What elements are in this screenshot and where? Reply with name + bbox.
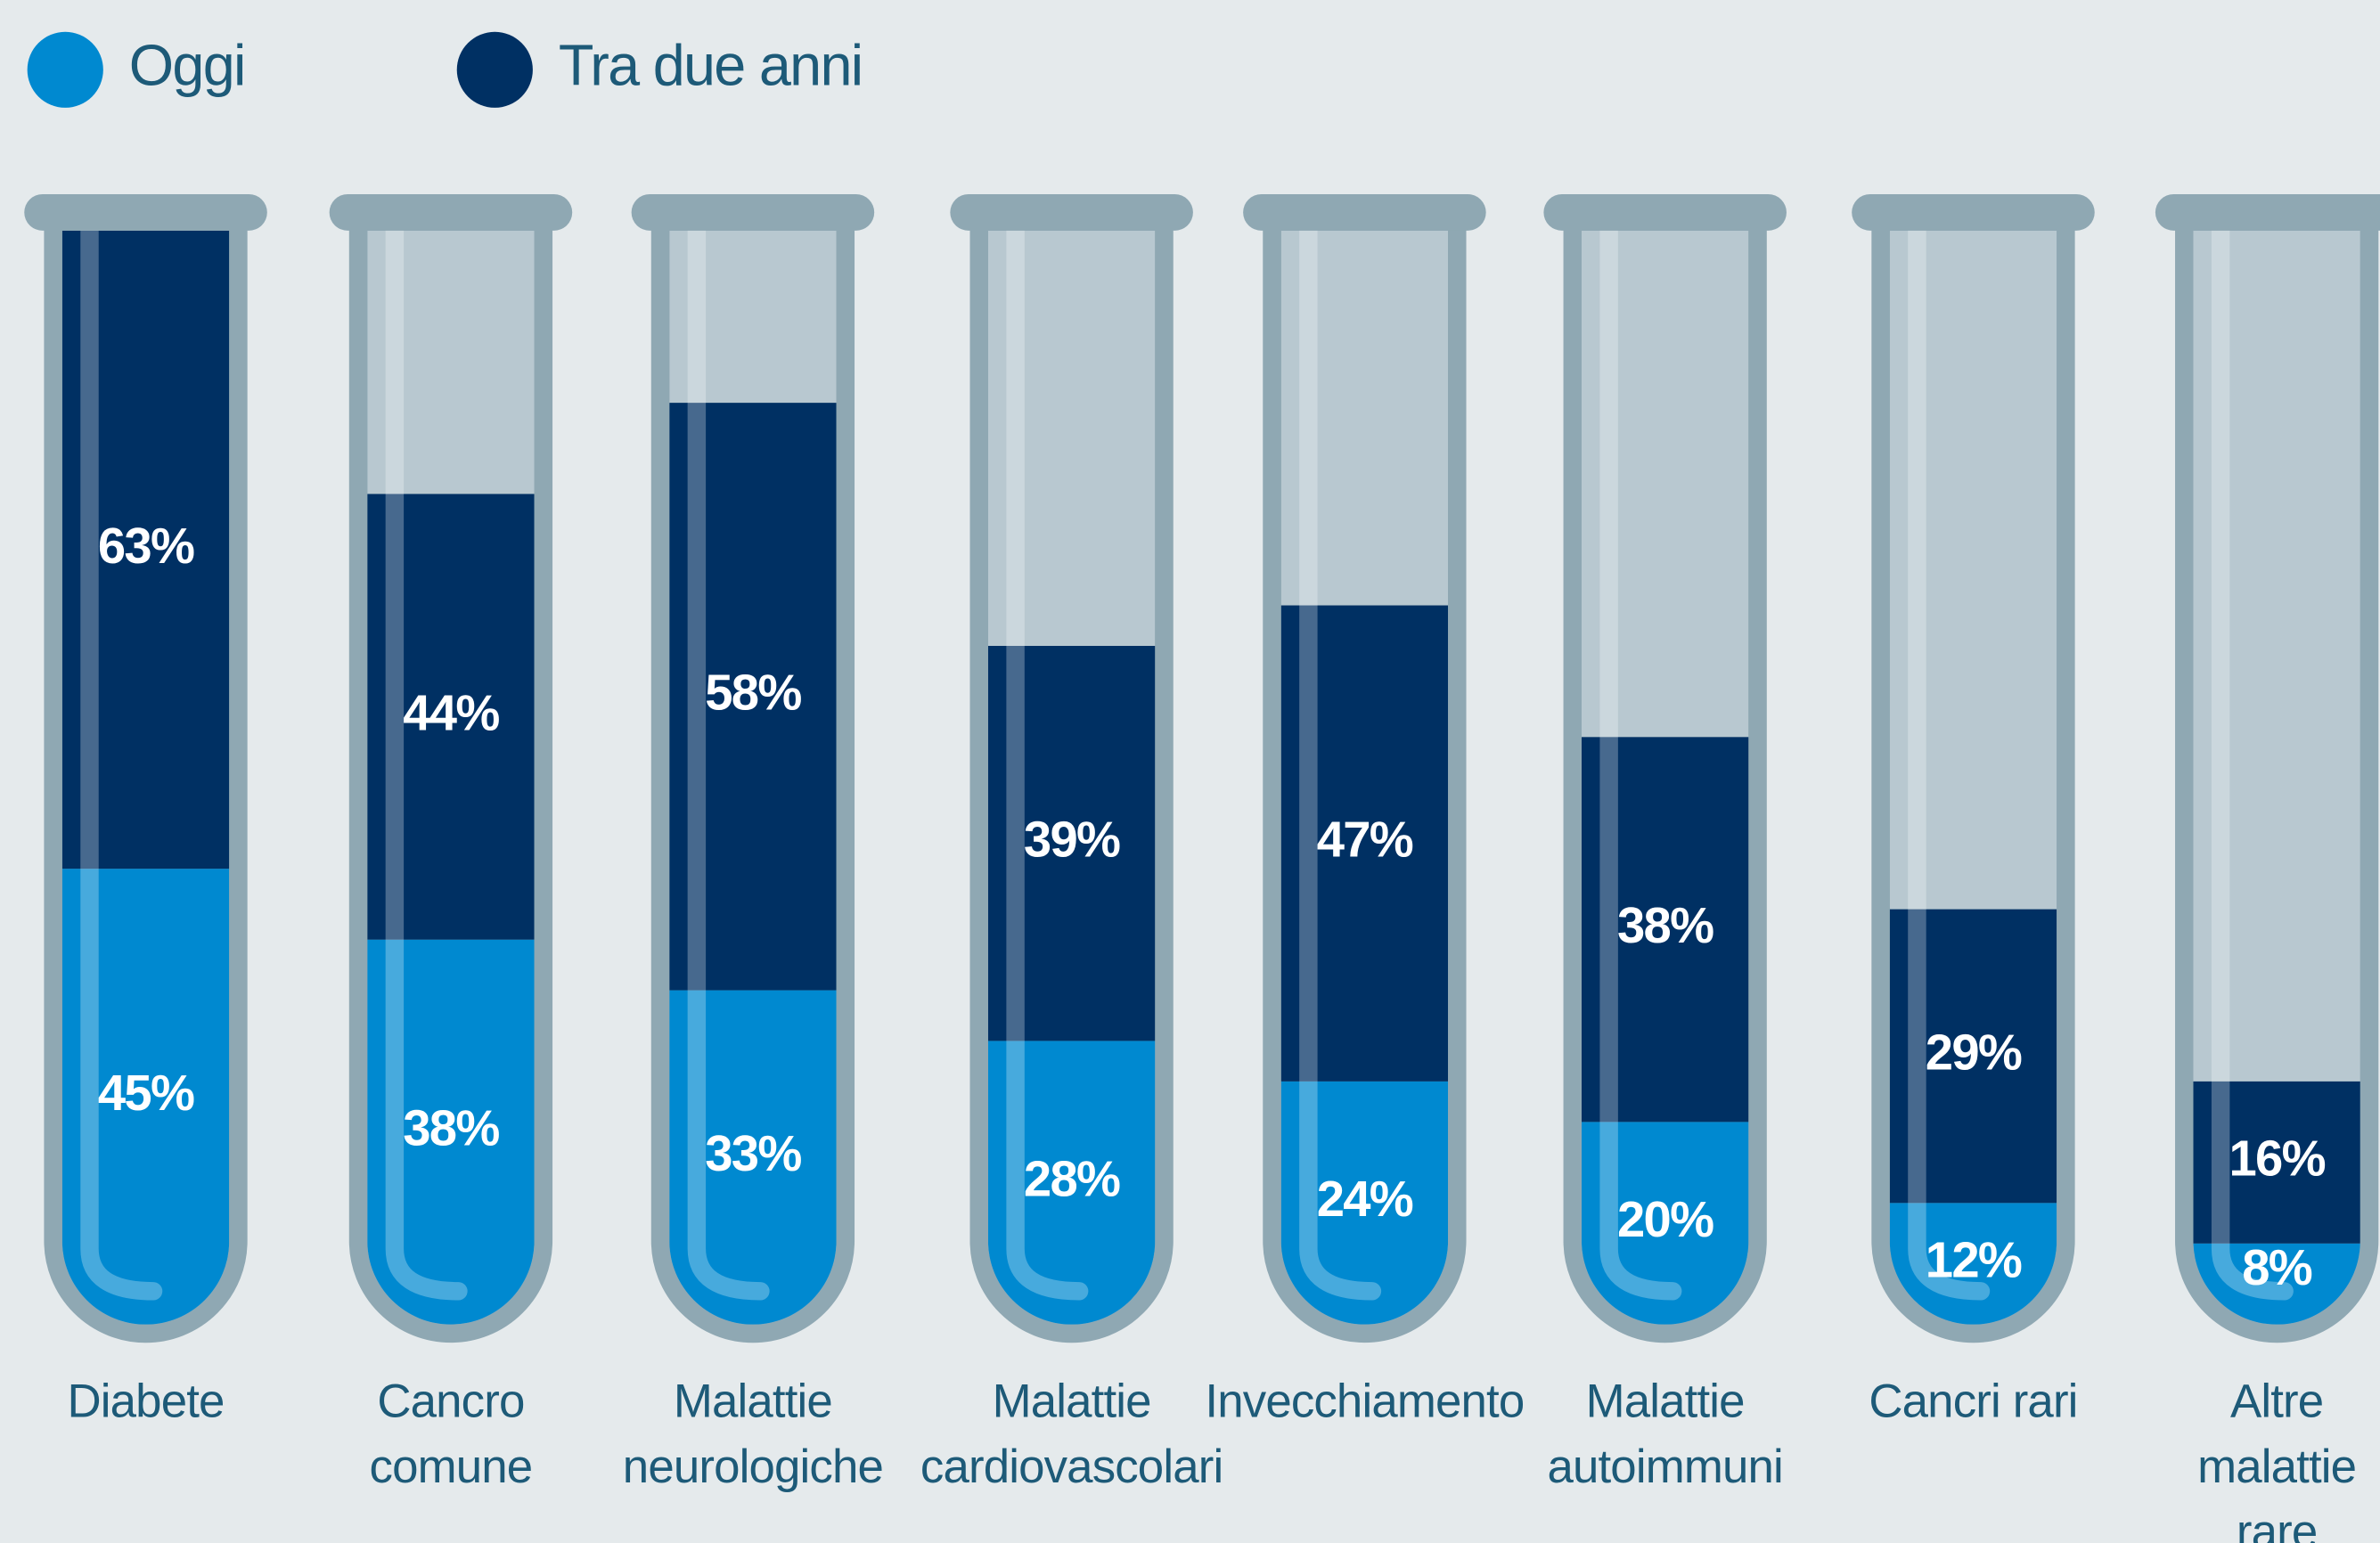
category-label: Invecchiamento: [1205, 1368, 1524, 1433]
value-label: 38%: [403, 1100, 499, 1156]
tube-rim: [1243, 194, 1486, 231]
tube-rim: [1543, 194, 1787, 231]
tube-rim: [24, 194, 267, 231]
tube-rim: [2155, 194, 2380, 231]
value-label: 39%: [1024, 812, 1120, 868]
tube-rim: [1852, 194, 2095, 231]
legend-item: Oggi: [28, 32, 245, 108]
tube: 38% 44%: [330, 194, 573, 1327]
category-label: Diabete: [67, 1368, 224, 1433]
chart-stage: Oggi Tra due anni 45% 63% 38% 44% 33% 58% 28% 39%…: [0, 0, 2380, 1543]
value-label: 47%: [1317, 812, 1413, 868]
chart: Oggi Tra due anni 45% 63% 38% 44% 33% 58% 28% 39%…: [0, 0, 2380, 1543]
tube: 45% 63%: [24, 194, 267, 1327]
value-label: 12%: [1926, 1231, 2022, 1287]
category-label: Malattie autoimmuni: [1547, 1368, 1782, 1498]
category-label: Malattie cardiovascolari: [920, 1368, 1223, 1498]
category-label: Altre malattie rare: [2197, 1368, 2356, 1543]
value-label: 38%: [1617, 897, 1713, 953]
category-label: Cancro comune: [370, 1368, 533, 1498]
tube-rim: [330, 194, 573, 231]
value-label: 29%: [1926, 1024, 2022, 1080]
value-label: 16%: [2229, 1131, 2325, 1187]
legend-label: Oggi: [129, 32, 245, 97]
value-label: 45%: [98, 1065, 194, 1121]
value-label: 58%: [705, 665, 801, 721]
value-label: 24%: [1317, 1171, 1413, 1227]
value-label: 20%: [1617, 1191, 1713, 1247]
legend-item: Tra due anni: [457, 32, 863, 108]
value-label: 28%: [1024, 1150, 1120, 1206]
tube: 28% 39%: [950, 194, 1193, 1327]
tube: 33% 58%: [632, 194, 875, 1327]
value-label: 33%: [705, 1125, 801, 1181]
category-label: Cancri rari: [1869, 1368, 2077, 1433]
legend-label: Tra due anni: [559, 32, 863, 97]
tube: 8% 16%: [2155, 194, 2380, 1327]
value-label: 44%: [403, 684, 499, 740]
value-label: 63%: [98, 518, 194, 574]
value-label: 8%: [2242, 1239, 2312, 1295]
page: Oggi Tra due anni 45% 63% 38% 44% 33% 58% 28% 39%…: [0, 0, 2380, 1543]
category-label: Malattie neurologiche: [623, 1368, 883, 1498]
legend-swatch: [28, 32, 103, 108]
tube: 20% 38%: [1543, 194, 1787, 1327]
tube: 12% 29%: [1852, 194, 2095, 1327]
tube-rim: [632, 194, 875, 231]
legend-swatch: [457, 32, 533, 108]
tube: 24% 47%: [1243, 194, 1486, 1327]
tube-rim: [950, 194, 1193, 231]
